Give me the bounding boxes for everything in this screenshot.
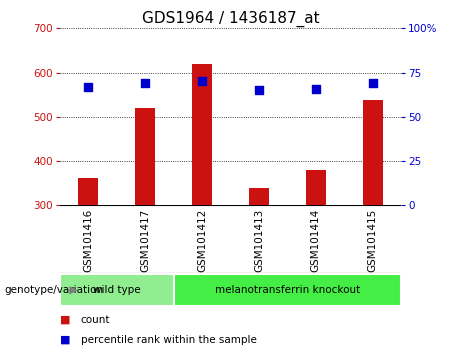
Point	[312, 86, 319, 91]
Title: GDS1964 / 1436187_at: GDS1964 / 1436187_at	[142, 11, 319, 27]
Text: melanotransferrin knockout: melanotransferrin knockout	[215, 285, 360, 295]
Bar	[306, 170, 326, 205]
Text: wild type: wild type	[93, 285, 141, 295]
Text: genotype/variation: genotype/variation	[5, 285, 104, 295]
Point	[255, 87, 263, 93]
Text: ■: ■	[60, 335, 71, 344]
Text: ■: ■	[60, 315, 71, 325]
Point	[369, 80, 376, 86]
Bar	[249, 188, 269, 205]
Bar	[60, 274, 174, 306]
Bar	[174, 274, 401, 306]
Text: GSM101415: GSM101415	[367, 209, 378, 272]
Bar	[135, 108, 155, 205]
Bar	[363, 101, 383, 205]
Point	[198, 79, 206, 84]
Text: GSM101417: GSM101417	[140, 209, 150, 272]
Point	[85, 84, 92, 90]
Text: percentile rank within the sample: percentile rank within the sample	[81, 335, 257, 344]
Text: GSM101413: GSM101413	[254, 209, 264, 272]
Bar	[78, 178, 98, 205]
Point	[142, 80, 149, 86]
Text: count: count	[81, 315, 110, 325]
Text: GSM101412: GSM101412	[197, 209, 207, 272]
Text: GSM101414: GSM101414	[311, 209, 321, 272]
Bar	[192, 64, 212, 205]
Text: GSM101416: GSM101416	[83, 209, 94, 272]
